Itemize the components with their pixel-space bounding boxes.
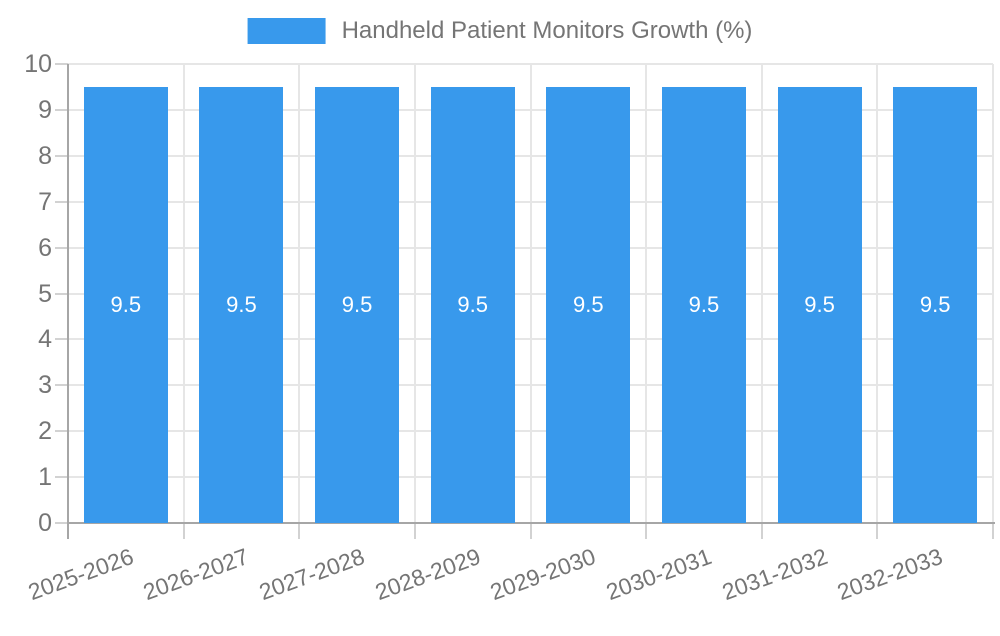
y-axis-line bbox=[67, 64, 69, 539]
x-gridline bbox=[529, 64, 532, 523]
y-axis-label: 6 bbox=[38, 233, 52, 262]
y-tick bbox=[55, 246, 68, 249]
y-axis-label: 8 bbox=[38, 141, 52, 170]
x-axis-label: 2031-2032 bbox=[718, 543, 831, 606]
x-tick bbox=[413, 523, 416, 539]
y-tick bbox=[55, 430, 68, 433]
legend-swatch-icon bbox=[247, 18, 326, 44]
x-tick bbox=[992, 523, 994, 539]
x-gridline bbox=[645, 64, 648, 523]
y-tick bbox=[55, 338, 68, 341]
bar[interactable]: 9.5 bbox=[893, 86, 978, 523]
x-tick bbox=[876, 523, 879, 539]
bar-value-label: 9.5 bbox=[226, 291, 257, 317]
x-gridline bbox=[182, 64, 185, 523]
bar[interactable]: 9.5 bbox=[199, 86, 284, 523]
y-axis-label: 10 bbox=[24, 50, 52, 78]
bar-value-label: 9.5 bbox=[804, 291, 835, 317]
y-axis-label: 0 bbox=[38, 509, 52, 537]
x-gridline bbox=[992, 64, 994, 523]
y-axis-label: 9 bbox=[38, 95, 52, 124]
legend-item[interactable]: Handheld Patient Monitors Growth (%) bbox=[247, 17, 753, 45]
y-tick bbox=[55, 200, 68, 203]
x-axis-label: 2029-2030 bbox=[486, 543, 600, 606]
x-tick bbox=[760, 523, 763, 539]
y-axis-label: 3 bbox=[38, 371, 52, 400]
x-tick bbox=[182, 523, 185, 539]
y-tick bbox=[55, 476, 68, 479]
y-axis-label: 5 bbox=[38, 279, 52, 308]
bar[interactable]: 9.5 bbox=[315, 86, 400, 523]
bar-value-label: 9.5 bbox=[573, 291, 604, 317]
x-axis-label: 2026-2027 bbox=[140, 543, 253, 606]
bar-value-label: 9.5 bbox=[457, 291, 488, 317]
x-gridline bbox=[760, 64, 763, 523]
y-axis-label: 1 bbox=[38, 463, 52, 492]
x-axis-line bbox=[68, 522, 995, 524]
y-axis-label: 2 bbox=[38, 417, 52, 446]
y-tick bbox=[55, 108, 68, 111]
y-axis-label: 4 bbox=[38, 325, 52, 354]
x-tick bbox=[298, 523, 301, 539]
x-axis-label: 2028-2029 bbox=[371, 543, 484, 606]
bar[interactable]: 9.5 bbox=[546, 86, 631, 523]
bar[interactable]: 9.5 bbox=[83, 86, 168, 523]
x-gridline bbox=[876, 64, 879, 523]
y-tick bbox=[55, 292, 68, 295]
bar-value-label: 9.5 bbox=[341, 291, 373, 317]
x-axis-label: 2027-2028 bbox=[255, 543, 368, 606]
x-axis-label: 2032-2033 bbox=[833, 543, 947, 606]
x-tick bbox=[529, 523, 532, 539]
x-gridline bbox=[298, 64, 301, 523]
bar[interactable]: 9.5 bbox=[661, 86, 746, 523]
bar-chart: Handheld Patient Monitors Growth (%) 0 1 2… bbox=[24, 17, 995, 605]
bar-value-label: 9.5 bbox=[688, 291, 720, 317]
y-tick bbox=[55, 154, 68, 157]
x-axis-label: 2030-2031 bbox=[602, 543, 715, 606]
bar[interactable]: 9.5 bbox=[430, 86, 515, 523]
y-axis-label: 7 bbox=[38, 187, 52, 216]
y-tick bbox=[55, 384, 68, 387]
bar-value-label: 9.5 bbox=[919, 291, 951, 317]
y-tick bbox=[55, 522, 68, 524]
y-tick bbox=[55, 63, 68, 65]
legend-label: Handheld Patient Monitors Growth (%) bbox=[341, 17, 753, 44]
plot-area: 0 1 2 3 4 5 6 7 8 9 10 9.5 2025-2026 9.5 2026-2027 9.5 2… bbox=[24, 50, 995, 605]
bar[interactable]: 9.5 bbox=[777, 86, 862, 523]
x-gridline bbox=[413, 64, 416, 523]
x-tick bbox=[645, 523, 648, 539]
bar-value-label: 9.5 bbox=[110, 291, 142, 317]
